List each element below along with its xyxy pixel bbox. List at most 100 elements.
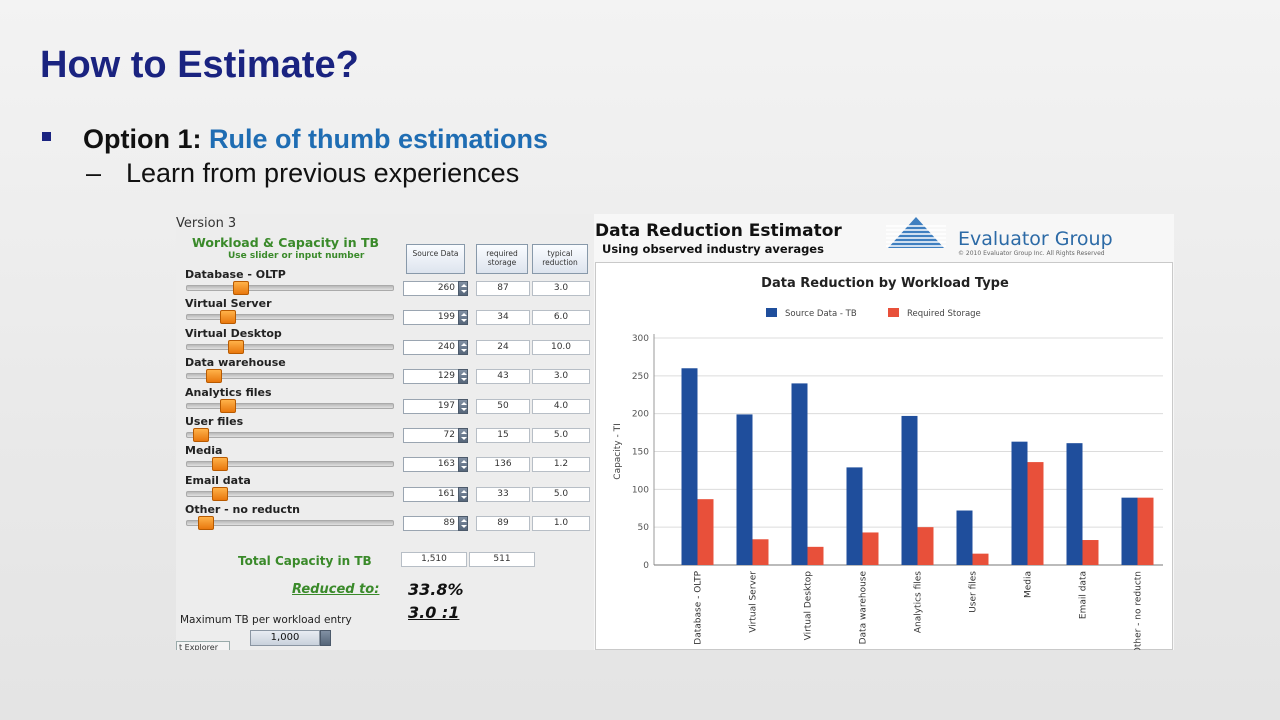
x-tick-label: Other - no reductn bbox=[1134, 571, 1144, 650]
source-data-input[interactable]: 163 bbox=[403, 457, 460, 473]
bar bbox=[1121, 497, 1138, 565]
workload-label: Other - no reductn bbox=[185, 503, 300, 517]
y-tick-label: 300 bbox=[632, 334, 649, 344]
version-label: Version 3 bbox=[176, 216, 237, 231]
workload-label: Database - OLTP bbox=[185, 268, 286, 281]
source-data-input[interactable]: 89 bbox=[403, 516, 460, 532]
workload-slider-track[interactable] bbox=[186, 373, 394, 380]
workload-slider-thumb[interactable] bbox=[228, 339, 244, 354]
y-tick-label: 100 bbox=[632, 485, 649, 495]
source-data-input[interactable]: 129 bbox=[403, 369, 460, 385]
max-tb-input[interactable]: 1,000 bbox=[250, 630, 320, 646]
workload-pane: Version 3 Workload & Capacity in TB Use … bbox=[176, 214, 594, 650]
typical-reduction-value: 1.2 bbox=[532, 457, 590, 473]
workload-slider-track[interactable] bbox=[186, 432, 394, 438]
source-data-spinner[interactable] bbox=[458, 486, 468, 502]
workload-slider-thumb[interactable] bbox=[193, 428, 209, 442]
max-tb-spinner[interactable] bbox=[320, 630, 331, 646]
bar bbox=[917, 527, 934, 565]
workload-title: Workload & Capacity in TB bbox=[192, 235, 380, 250]
source-data-input[interactable]: 72 bbox=[403, 428, 460, 443]
estimator-subtitle: Using observed industry averages bbox=[602, 242, 824, 256]
col-header-source: Source Data bbox=[406, 244, 465, 274]
source-data-spinner[interactable] bbox=[458, 516, 468, 532]
source-data-input[interactable]: 260 bbox=[403, 281, 460, 296]
workload-slider-thumb[interactable] bbox=[220, 398, 236, 413]
workload-slider-track[interactable] bbox=[186, 520, 394, 527]
workload-label: User files bbox=[185, 415, 244, 428]
required-storage-value: 136 bbox=[476, 457, 530, 473]
bullet-option-label: Option 1: bbox=[83, 124, 202, 154]
workload-slider-track[interactable] bbox=[186, 314, 394, 321]
estimator-title: Data Reduction Estimator bbox=[595, 221, 842, 241]
source-data-input[interactable]: 240 bbox=[403, 339, 460, 355]
required-storage-value: 43 bbox=[476, 369, 530, 385]
y-tick-label: 150 bbox=[632, 448, 649, 458]
required-storage-value: 33 bbox=[476, 486, 530, 502]
workload-slider-thumb[interactable] bbox=[206, 369, 222, 384]
source-data-spinner[interactable] bbox=[458, 398, 468, 414]
source-data-spinner[interactable] bbox=[458, 281, 468, 296]
typical-reduction-value: 1.0 bbox=[532, 516, 590, 532]
x-tick-label: Database - OLTP bbox=[694, 570, 704, 644]
x-tick-label: Email data bbox=[1079, 571, 1089, 619]
workload-slider-track[interactable] bbox=[186, 402, 394, 409]
legend-label: Source Data - TB bbox=[785, 309, 857, 319]
workload-label: Analytics files bbox=[185, 385, 272, 399]
slide-title: How to Estimate? bbox=[40, 44, 359, 86]
workload-slider-track[interactable] bbox=[186, 285, 394, 291]
y-tick-label: 250 bbox=[632, 372, 649, 382]
typical-reduction-value: 10.0 bbox=[532, 339, 590, 355]
bar bbox=[846, 467, 863, 565]
source-data-spinner[interactable] bbox=[458, 369, 468, 385]
reduced-to-label: Reduced to: bbox=[292, 582, 380, 597]
dash-icon: – bbox=[86, 158, 102, 188]
y-tick-label: 200 bbox=[632, 410, 649, 420]
typical-reduction-value: 3.0 bbox=[532, 281, 590, 296]
y-axis-label: Capacity - TI bbox=[613, 423, 623, 479]
workload-slider-track[interactable] bbox=[186, 461, 394, 468]
reduced-percent-value: 33.8% bbox=[408, 580, 464, 599]
required-storage-value: 24 bbox=[476, 339, 530, 355]
source-data-input[interactable]: 161 bbox=[403, 486, 460, 502]
chart-title: Data Reduction by Workload Type bbox=[761, 276, 1009, 291]
source-data-input[interactable]: 197 bbox=[403, 398, 460, 414]
typical-reduction-value: 5.0 bbox=[532, 428, 590, 443]
col-header-typical: typical reduction bbox=[532, 244, 588, 274]
source-data-spinner[interactable] bbox=[458, 428, 468, 443]
explorer-tab[interactable]: t Explorer bbox=[176, 641, 230, 650]
required-storage-value: 15 bbox=[476, 428, 530, 443]
workload-slider-thumb[interactable] bbox=[220, 310, 236, 325]
x-tick-label: Analytics files bbox=[914, 571, 924, 633]
x-tick-label: Virtual Server bbox=[749, 571, 759, 633]
workload-label: Media bbox=[185, 444, 223, 458]
source-data-spinner[interactable] bbox=[458, 310, 468, 326]
workload-slider-track[interactable] bbox=[186, 490, 394, 497]
bar bbox=[791, 383, 808, 565]
estimator-screenshot: Version 3 Workload & Capacity in TB Use … bbox=[176, 214, 1174, 650]
bar bbox=[1027, 462, 1044, 565]
workload-label: Data warehouse bbox=[185, 356, 286, 370]
typical-reduction-value: 6.0 bbox=[532, 310, 590, 326]
workload-slider-thumb[interactable] bbox=[233, 281, 249, 295]
x-tick-label: Media bbox=[1024, 571, 1034, 598]
typical-reduction-value: 4.0 bbox=[532, 398, 590, 414]
workload-slider-thumb[interactable] bbox=[198, 516, 214, 531]
source-data-input[interactable]: 199 bbox=[403, 310, 460, 326]
sub-bullet-text: Learn from previous experiences bbox=[126, 158, 520, 188]
bar bbox=[752, 539, 769, 565]
workload-slider-thumb[interactable] bbox=[212, 486, 228, 501]
workload-subtitle: Use slider or input number bbox=[228, 251, 365, 261]
workload-slider-track[interactable] bbox=[186, 343, 394, 350]
x-tick-label: User files bbox=[969, 571, 979, 613]
source-data-spinner[interactable] bbox=[458, 339, 468, 355]
bar bbox=[972, 553, 989, 565]
legend-swatch bbox=[888, 308, 899, 317]
workload-slider-thumb[interactable] bbox=[212, 457, 228, 472]
source-data-spinner[interactable] bbox=[458, 457, 468, 473]
total-source-value: 1,510 bbox=[401, 552, 467, 567]
required-storage-value: 89 bbox=[476, 516, 530, 532]
workload-label: Virtual Desktop bbox=[185, 326, 282, 340]
workload-label: Virtual Server bbox=[185, 297, 272, 311]
bar bbox=[956, 510, 973, 565]
